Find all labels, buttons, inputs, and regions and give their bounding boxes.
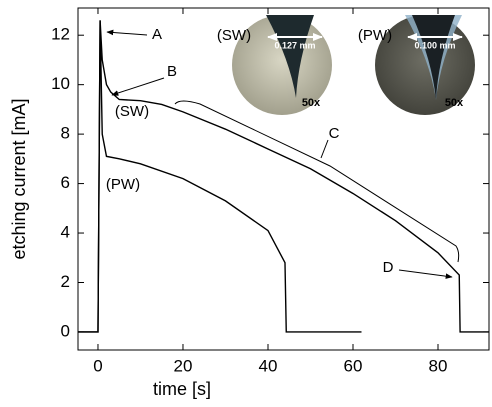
inset-scale: 0.100 mm [414, 40, 455, 50]
series-label: (SW) [115, 103, 149, 120]
series-line [78, 20, 362, 333]
bracket [174, 100, 460, 263]
y-tick-label: 0 [61, 321, 70, 340]
series-line [78, 20, 489, 333]
insets: (SW) 0.127 mm 50x (PW) 0.100 mm 50x [217, 15, 475, 115]
series-label: (PW) [106, 176, 140, 193]
y-tick-label: 8 [61, 124, 70, 143]
plot-frame [77, 7, 490, 351]
x-axis-title: time [s] [153, 379, 211, 399]
annotation-arrow [106, 29, 148, 36]
inset-scale: 0.127 mm [274, 40, 315, 50]
annotation-arrow [320, 139, 329, 159]
inset-label: (SW) [217, 27, 251, 44]
inset-label: (PW) [358, 27, 392, 44]
x-tick-label: 80 [429, 356, 448, 375]
inset-magnification: 50x [445, 97, 464, 109]
y-tick-label: 12 [51, 25, 70, 44]
x-tick-label: 40 [259, 356, 278, 375]
x-tick-label: 20 [174, 356, 193, 375]
annotation: A [152, 26, 162, 43]
inset-magnification: 50x [302, 97, 321, 109]
annotation: C [329, 125, 340, 142]
annotation: B [167, 63, 177, 80]
x-tick-label: 60 [344, 356, 363, 375]
y-tick-label: 10 [51, 74, 70, 93]
y-tick-label: 4 [61, 223, 70, 242]
x-tick-label: 0 [93, 356, 102, 375]
annotation-arrow [398, 269, 453, 279]
y-axis-title: etching current [mA] [9, 98, 29, 259]
annotation: D [383, 259, 394, 276]
y-tick-label: 2 [61, 272, 70, 291]
y-tick-label: 6 [61, 173, 70, 192]
annotation-arrow [111, 77, 165, 96]
